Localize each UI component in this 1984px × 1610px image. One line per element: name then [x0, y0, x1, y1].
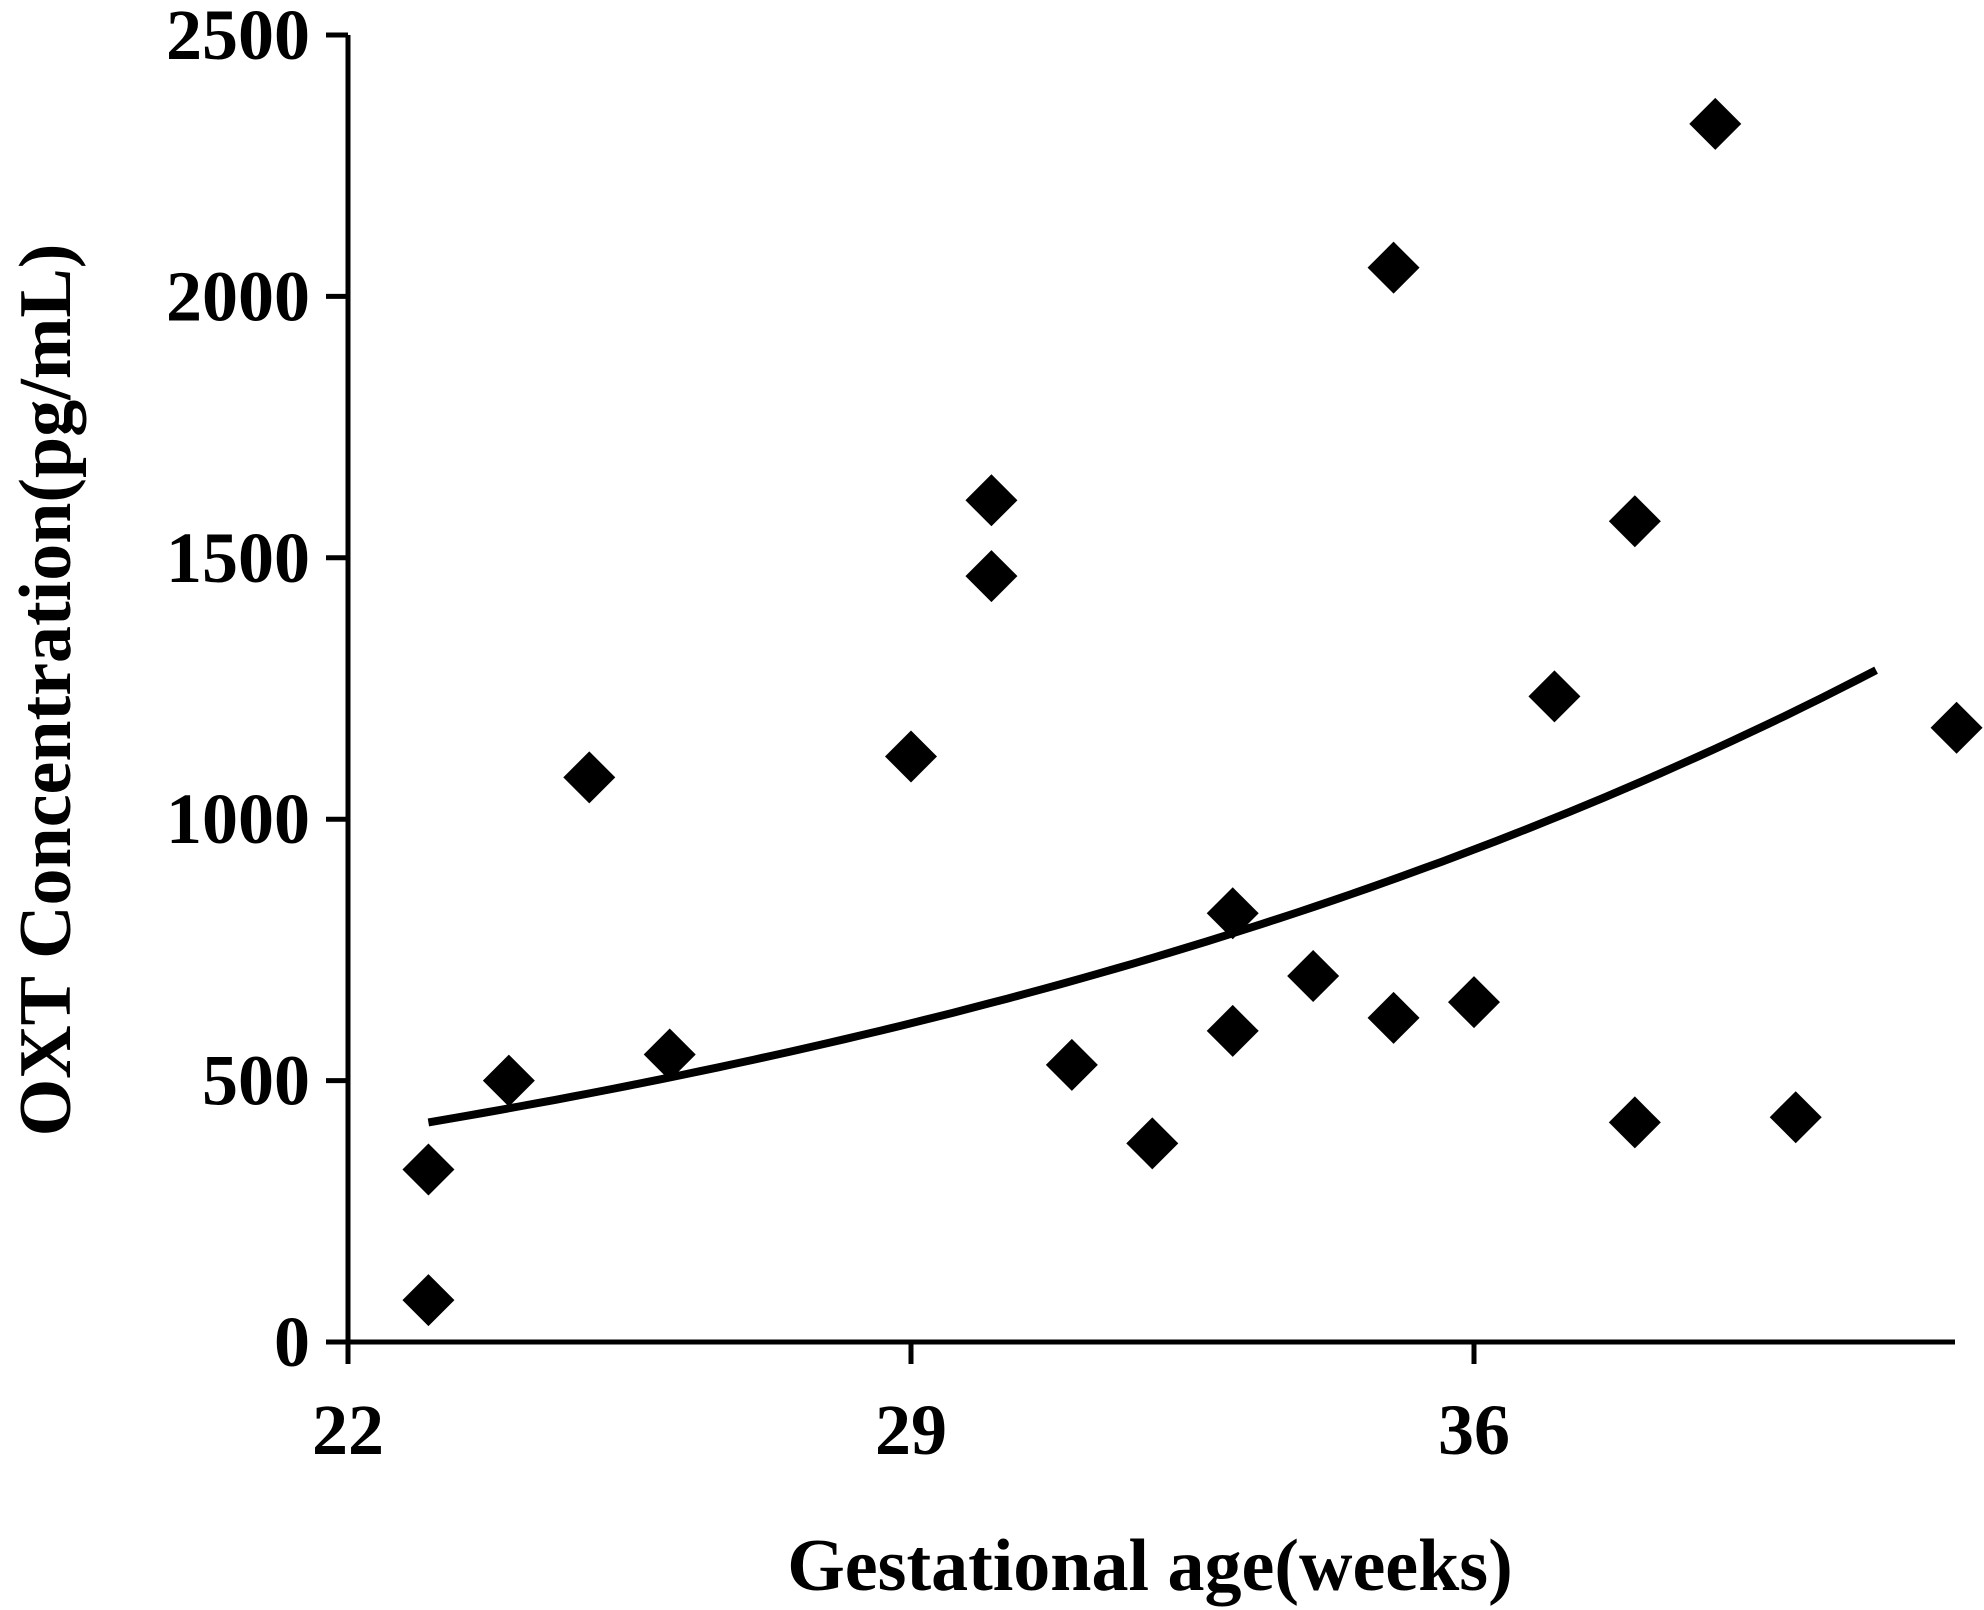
- data-point-diamond: [1608, 495, 1661, 548]
- data-point-diamond: [1930, 701, 1983, 754]
- x-tick-label: 29: [875, 1390, 947, 1470]
- x-axis-title: Gestational age(weeks): [787, 1525, 1512, 1607]
- y-tick-label: 2000: [166, 256, 310, 336]
- data-point-diamond: [1367, 991, 1420, 1044]
- data-point-diamond: [1769, 1091, 1822, 1144]
- data-point-diamond: [402, 1274, 455, 1327]
- data-point-diamond: [1448, 976, 1500, 1029]
- y-tick-label: 500: [202, 1041, 310, 1121]
- data-point-diamond: [1126, 1117, 1179, 1170]
- y-tick-label: 1000: [166, 779, 310, 859]
- data-point-diamond: [563, 751, 616, 804]
- data-point-diamond: [482, 1054, 535, 1107]
- x-tick-label: 36: [1438, 1390, 1510, 1470]
- y-tick-label: 0: [274, 1302, 310, 1382]
- data-point-diamond: [402, 1143, 455, 1196]
- x-tick-label: 22: [312, 1390, 384, 1470]
- data-point-diamond: [1206, 887, 1259, 940]
- y-axis-title: OXT Concentration(pg/mL): [5, 244, 87, 1137]
- data-points: [402, 97, 1983, 1327]
- data-point-diamond: [885, 730, 937, 783]
- data-point-diamond: [1367, 241, 1420, 294]
- x-axis-ticks: 22 29 36: [312, 1342, 1510, 1470]
- data-point-diamond: [1206, 1004, 1259, 1057]
- y-axis-ticks: 0 500 1000 1500 2000 2500: [166, 0, 348, 1382]
- data-point-diamond: [965, 474, 1018, 527]
- data-point-diamond: [1608, 1096, 1661, 1149]
- axes: [345, 35, 1955, 1345]
- data-point-diamond: [1287, 950, 1340, 1003]
- data-point-diamond: [1689, 97, 1742, 150]
- y-tick-label: 2500: [166, 0, 310, 75]
- data-point-diamond: [965, 550, 1018, 603]
- y-tick-label: 1500: [166, 518, 310, 598]
- data-point-diamond: [1045, 1038, 1098, 1091]
- data-point-diamond: [1528, 670, 1581, 723]
- data-point-diamond: [643, 1028, 696, 1081]
